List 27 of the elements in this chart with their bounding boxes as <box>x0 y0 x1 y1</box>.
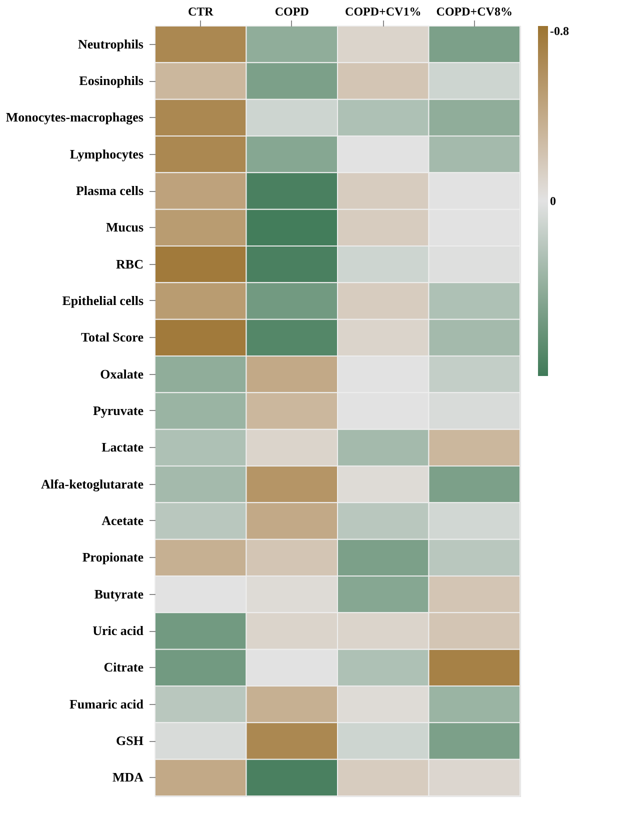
y-tick-label: Lymphocytes <box>70 146 144 162</box>
color-bar-label: -0.8 <box>550 24 569 38</box>
y-tick-label: Epithelial cells <box>62 293 144 308</box>
y-tick-label: Plasma cells <box>76 183 144 198</box>
y-tick-label: Uric acid <box>92 623 144 638</box>
y-tick-label: Oxalate <box>100 366 144 382</box>
y-tick-label: Acetate <box>102 513 144 528</box>
y-tick-label: Pyruvate <box>92 403 144 418</box>
y-tick-label: Lactate <box>102 440 144 455</box>
y-tick-label: Mucus <box>106 220 144 235</box>
color-bar-label: 0 <box>550 194 556 208</box>
y-tick-label: Fumaric acid <box>69 696 144 712</box>
y-tick-label: GSH <box>116 733 144 748</box>
y-tick-label: Butyrate <box>94 586 144 602</box>
x-tick-label: COPD+CV8% <box>436 4 512 18</box>
y-tick-label: Monocytes-macrophages <box>6 110 144 125</box>
y-tick-label: Citrate <box>104 660 144 675</box>
y-tick-label: Alfa-ketoglutarate <box>40 476 144 492</box>
y-tick-label: Eosinophils <box>79 73 144 88</box>
x-tick-label: CTR <box>188 4 214 18</box>
y-tick-label: Total Score <box>81 330 144 345</box>
x-tick-label: COPD <box>274 4 310 18</box>
y-tick-label: Neutrophils <box>78 36 144 52</box>
y-tick-label: RBC <box>116 256 144 272</box>
y-tick-label: MDA <box>112 770 144 785</box>
y-tick-label: Propionate <box>82 550 144 565</box>
x-tick-label: COPD+CV1% <box>345 4 422 18</box>
